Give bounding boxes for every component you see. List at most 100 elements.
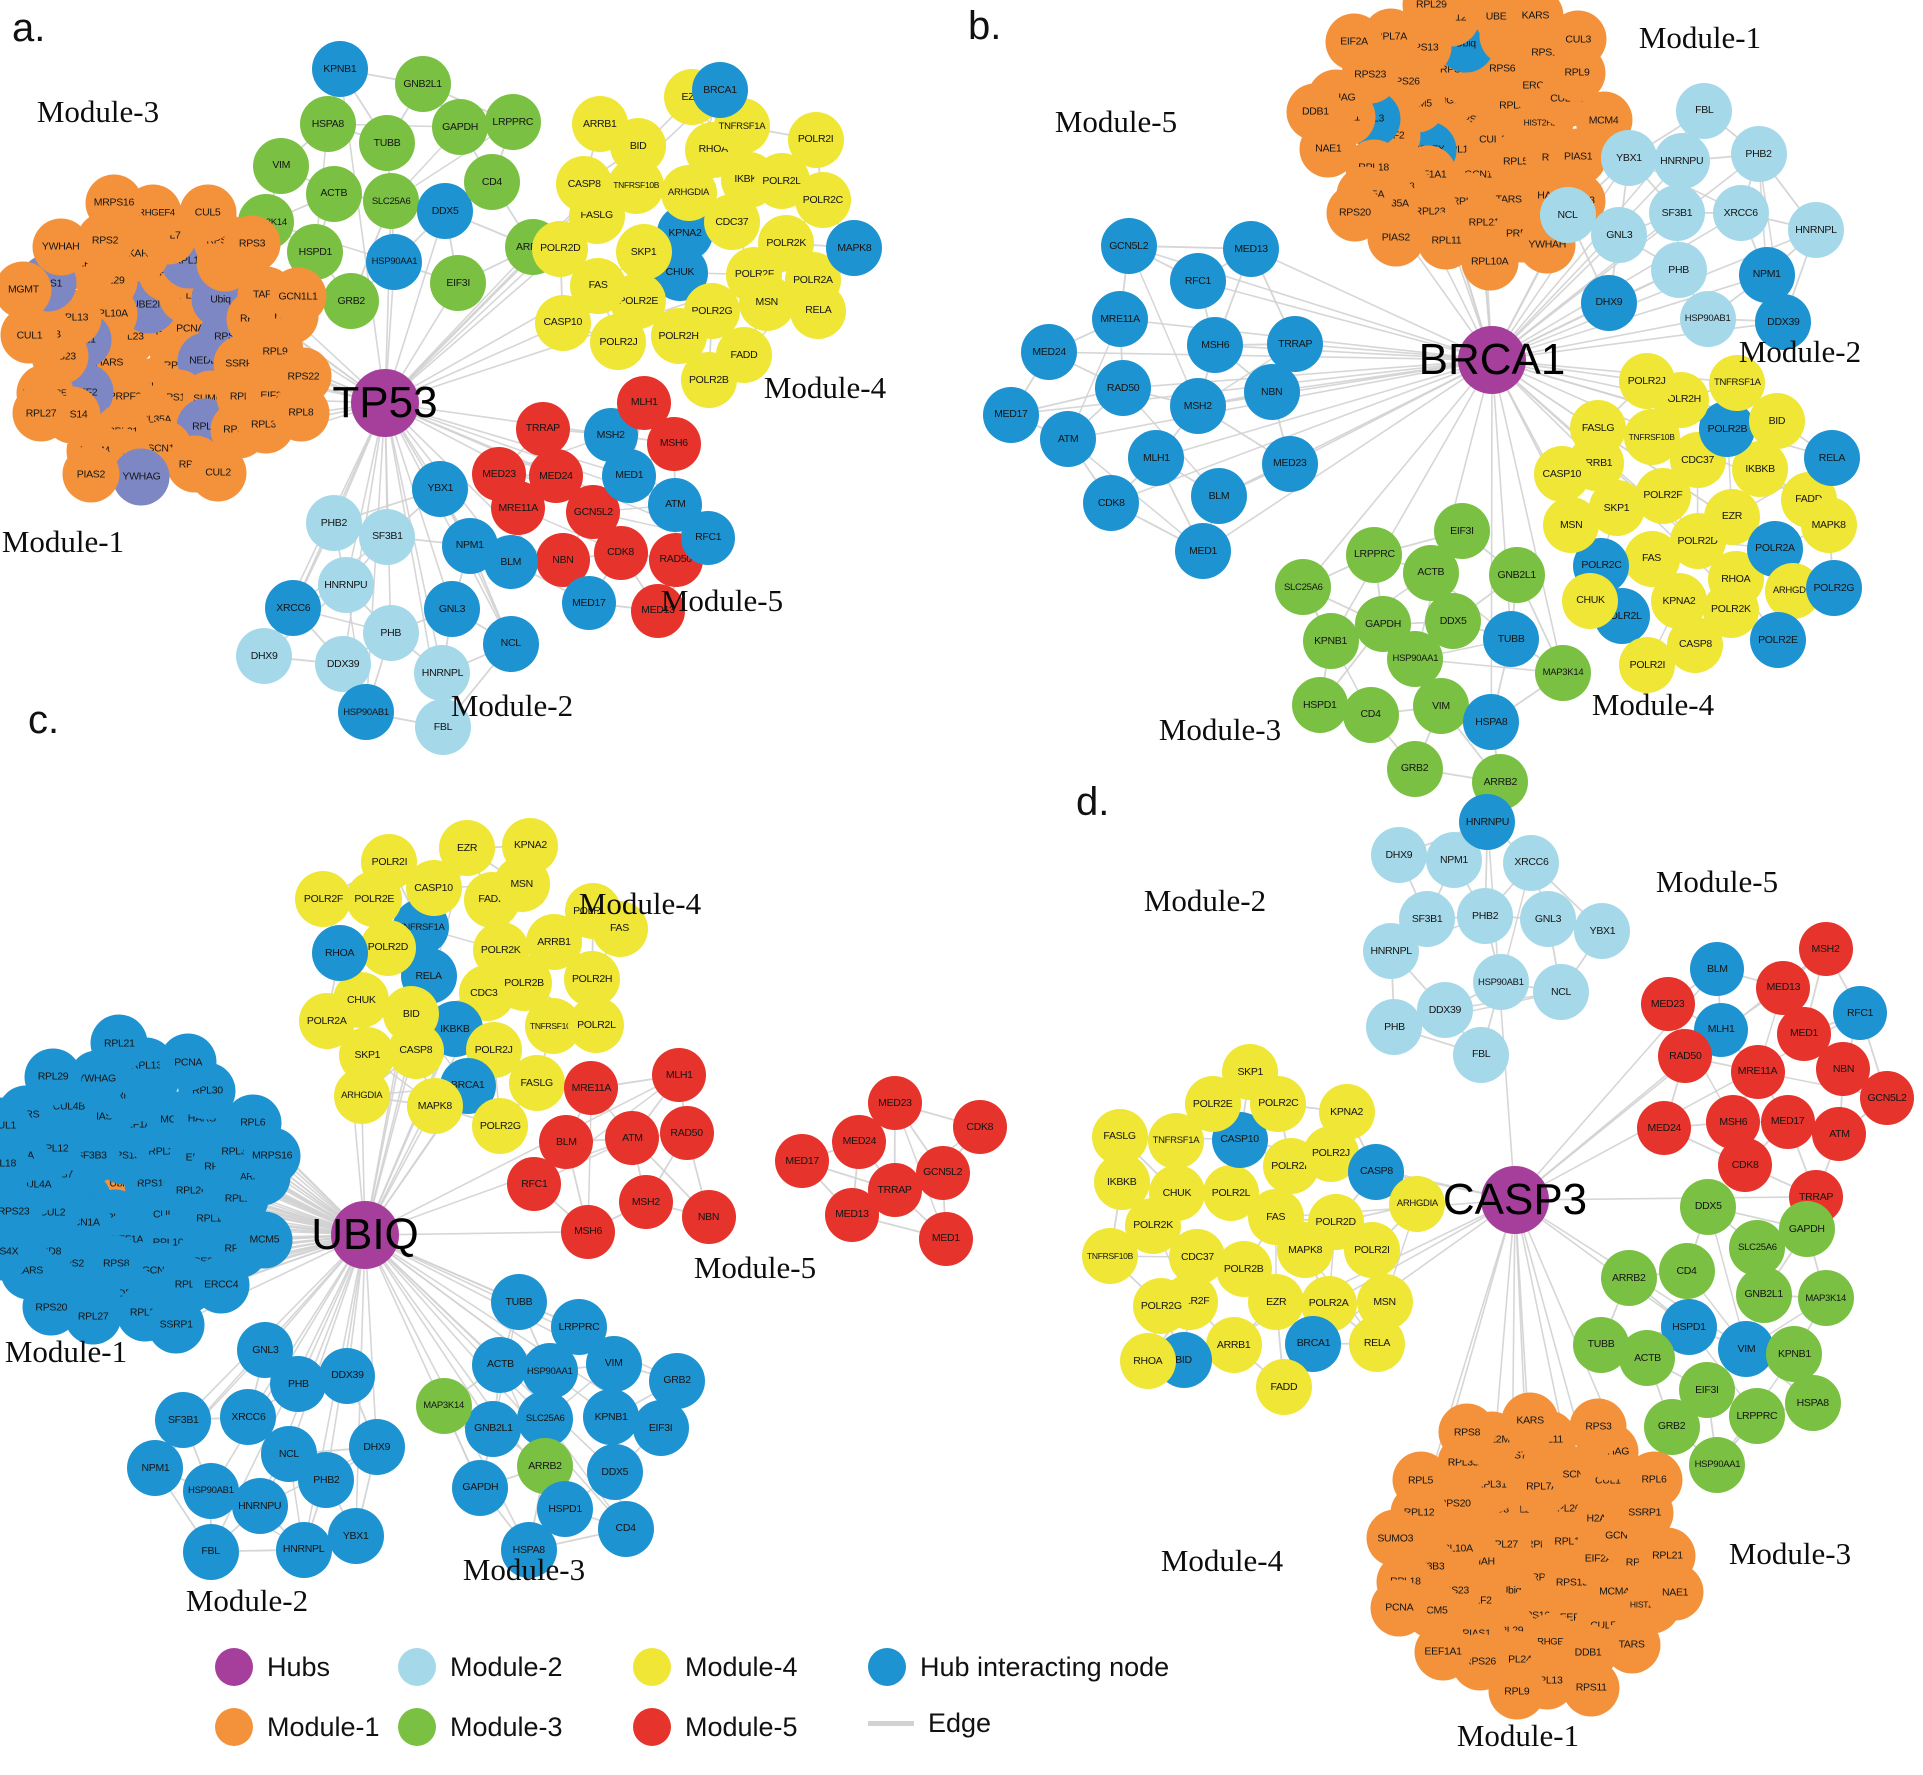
node-MAP3K14: MAP3K14: [415, 1378, 472, 1435]
node-POLR2D: POLR2D: [359, 919, 416, 976]
node-DDX39: DDX39: [319, 1347, 376, 1404]
module-label-d-module-5: Module-5: [1655, 864, 1779, 899]
node-GNL3: GNL3: [237, 1322, 294, 1379]
node-SF3B1: SF3B1: [1648, 184, 1705, 241]
node-GNB2L1: GNB2L1: [1735, 1266, 1792, 1323]
node-MGMT: MGMT: [0, 261, 52, 319]
node-POLR2J: POLR2J: [590, 314, 647, 371]
node-MED1: MED1: [918, 1211, 973, 1266]
node-HNRNPU: HNRNPU: [1459, 793, 1516, 850]
node-HNRNPL: HNRNPL: [1363, 922, 1420, 979]
node-POLR2F: POLR2F: [295, 870, 352, 927]
node-CUL5: CUL5: [179, 184, 237, 242]
node-NPM1: NPM1: [1425, 832, 1482, 889]
node-TRRAP: TRRAP: [515, 401, 570, 456]
node-SKP1: SKP1: [1222, 1044, 1279, 1101]
node-RAD50: RAD50: [659, 1106, 714, 1161]
node-SSRP1: SSRP1: [147, 1296, 205, 1354]
node-CDK8: CDK8: [952, 1100, 1007, 1155]
node-VIM: VIM: [1718, 1320, 1775, 1377]
node-MED17: MED17: [561, 575, 616, 630]
node-PHB2: PHB2: [1457, 888, 1514, 945]
node-ATM: ATM: [648, 477, 703, 532]
node-SKP1: SKP1: [615, 224, 672, 281]
node-KPNA2: KPNA2: [502, 817, 559, 874]
node-MSH2: MSH2: [1798, 922, 1853, 977]
node-FBL: FBL: [1453, 1026, 1510, 1083]
node-POLR2L: POLR2L: [568, 996, 625, 1053]
node-ARRB1: ARRB1: [1205, 1316, 1262, 1373]
node-YBX1: YBX1: [1574, 902, 1631, 959]
node-LRPPRC: LRPPRC: [1346, 526, 1403, 583]
node-RHOA: RHOA: [311, 924, 368, 981]
node-CASP8: CASP8: [556, 156, 613, 213]
node-HSPA8: HSPA8: [1784, 1374, 1841, 1431]
module-label-a-module-5: Module-5: [660, 583, 784, 618]
node-PHB2: PHB2: [1730, 126, 1787, 183]
node-POLR2L: POLR2L: [1202, 1165, 1259, 1222]
node-DHX9: DHX9: [348, 1418, 405, 1475]
node-MED23: MED23: [1640, 976, 1695, 1031]
node-SF3B1: SF3B1: [359, 508, 416, 565]
node-TNFRSF1A: TNFRSF1A: [1709, 354, 1766, 411]
node-DDX39: DDX39: [315, 636, 372, 693]
node-KPNB1: KPNB1: [311, 41, 368, 98]
node-POLR2A: POLR2A: [298, 993, 355, 1050]
node-YWHAG: YWHAG: [112, 448, 170, 506]
node-ATM: ATM: [605, 1111, 660, 1166]
legend-item-hubs: Hubs: [215, 1648, 330, 1686]
node-MSH2: MSH2: [1169, 378, 1226, 435]
node-HSP90AB1: HSP90AB1: [338, 684, 395, 741]
node-HSP90AB1: HSP90AB1: [182, 1463, 239, 1520]
legend-label: Module-3: [450, 1711, 563, 1742]
module-label-b-module-1: Module-1: [1638, 20, 1762, 55]
node-MAP3K14: MAP3K14: [1534, 645, 1591, 702]
node-PHB: PHB: [362, 604, 419, 661]
node-CUL3: CUL3: [1549, 10, 1607, 68]
legend-swatch-hub: [215, 1648, 253, 1686]
node-LRPPRC: LRPPRC: [484, 94, 541, 151]
node-DHX9: DHX9: [1370, 827, 1427, 884]
node-CD4: CD4: [1342, 686, 1399, 743]
node-SLC25A6: SLC25A6: [1275, 559, 1332, 616]
node-PHB: PHB: [270, 1355, 327, 1412]
node-MED13: MED13: [824, 1187, 879, 1242]
node-CASP8: CASP8: [387, 1022, 444, 1079]
node-PCNA: PCNA: [1370, 1579, 1428, 1637]
node-MLH1: MLH1: [1128, 430, 1185, 487]
node-MAPK8: MAPK8: [406, 1077, 463, 1134]
node-TUBB: TUBB: [490, 1273, 547, 1330]
node-HNRNPU: HNRNPU: [1653, 132, 1710, 189]
legend-item-hub-interacting-node: Hub interacting node: [868, 1648, 1169, 1686]
node-DDB1: DDB1: [1286, 83, 1344, 141]
node-GNB2L1: GNB2L1: [465, 1400, 522, 1457]
node-EIF2A: EIF2A: [1325, 13, 1383, 71]
legend-label: Hub interacting node: [920, 1651, 1170, 1682]
node-MED13: MED13: [1223, 220, 1280, 277]
node-HNRNPU: HNRNPU: [231, 1478, 288, 1535]
legend-swatch-orange: [215, 1708, 253, 1746]
node-RPS11: RPS11: [1562, 1659, 1620, 1717]
node-POLR2I: POLR2I: [1343, 1222, 1400, 1279]
node-MED24: MED24: [1021, 324, 1078, 381]
node-DDX5: DDX5: [417, 182, 474, 239]
node-POLR2B: POLR2B: [1699, 401, 1756, 458]
node-MED23: MED23: [472, 447, 527, 502]
node-NPM1: NPM1: [127, 1440, 184, 1497]
node-POLR2I: POLR2I: [1619, 637, 1676, 694]
legend-edge-line: [868, 1721, 914, 1726]
node-GNL3: GNL3: [1520, 890, 1577, 947]
node-EZR: EZR: [439, 820, 496, 877]
node-SUMO3: SUMO3: [1366, 1509, 1424, 1567]
legend-item-edge: Edge: [868, 1708, 991, 1739]
node-GRB2: GRB2: [1386, 740, 1443, 797]
node-DDX5: DDX5: [586, 1444, 643, 1500]
node-RELA: RELA: [1348, 1315, 1405, 1372]
node-DHX9: DHX9: [236, 628, 293, 685]
node-POLR2G: POLR2G: [1133, 1278, 1190, 1335]
node-CDK8: CDK8: [1083, 474, 1140, 531]
node-CD4: CD4: [597, 1500, 654, 1557]
node-MRPS16: MRPS16: [243, 1127, 301, 1185]
node-MED17: MED17: [982, 386, 1039, 443]
